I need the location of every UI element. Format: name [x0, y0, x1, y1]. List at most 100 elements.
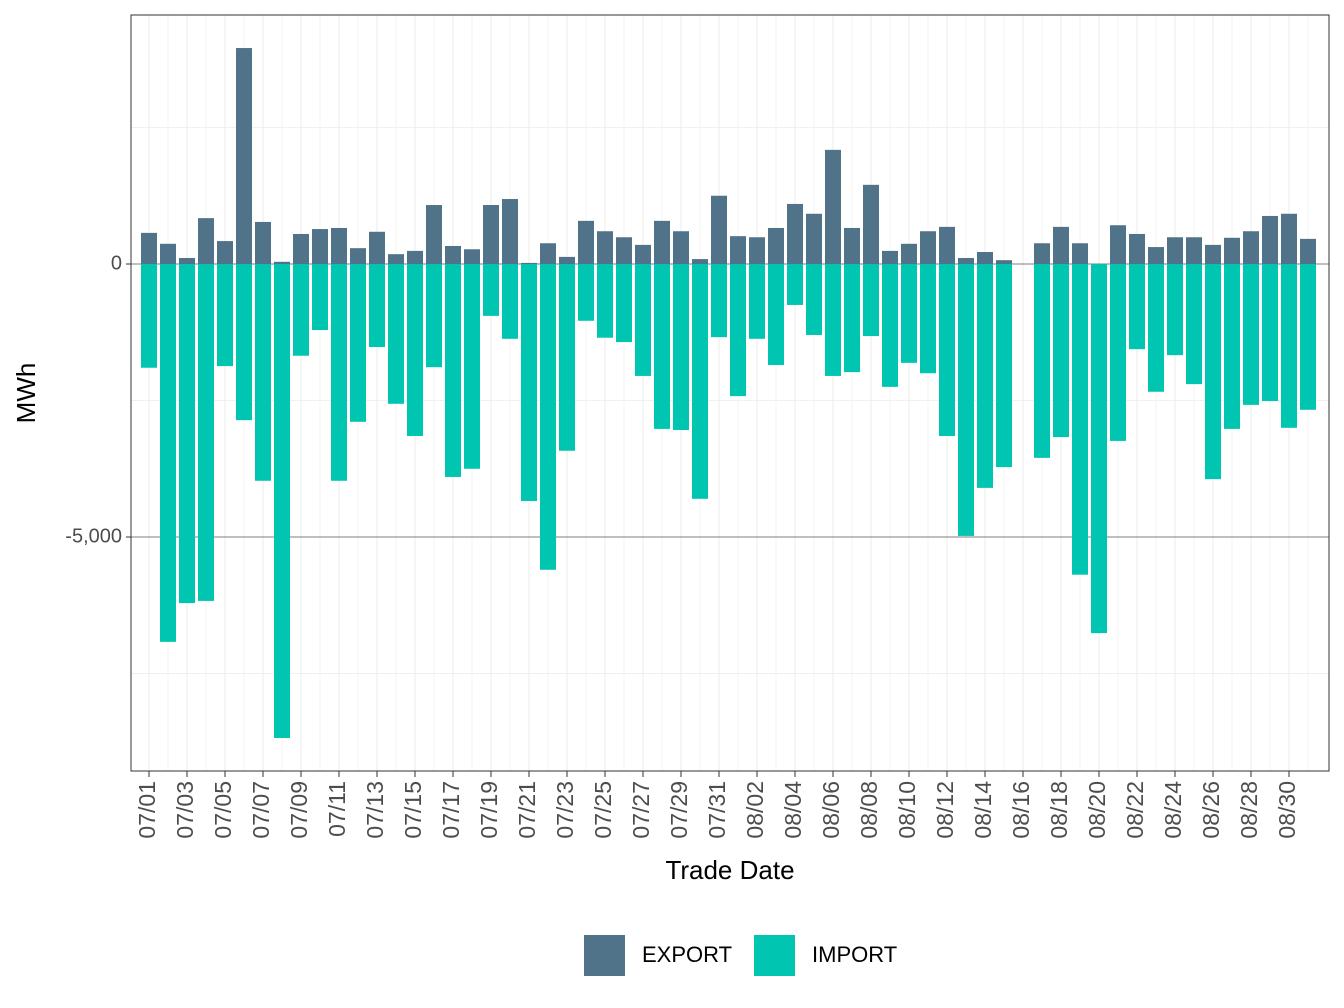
bar — [597, 231, 613, 264]
plot-border — [130, 14, 1330, 772]
bar — [179, 257, 195, 264]
x-tick-label: 07/19 — [476, 781, 502, 839]
x-tick-label: 07/11 — [324, 781, 350, 837]
bar — [1148, 263, 1164, 392]
legend-label: IMPORT — [812, 942, 897, 967]
bar — [1053, 263, 1069, 438]
bar — [312, 229, 328, 264]
x-tick-label: 08/10 — [894, 781, 920, 839]
bar — [578, 263, 594, 321]
x-tick-label: 08/06 — [818, 781, 844, 839]
bar — [1243, 263, 1259, 405]
bar — [198, 218, 214, 264]
bar — [1091, 263, 1107, 634]
bar — [958, 263, 974, 536]
bar — [350, 248, 366, 264]
bar — [502, 199, 518, 264]
bar — [768, 263, 784, 366]
bar — [1243, 231, 1259, 264]
bar — [863, 184, 879, 264]
bar — [1034, 263, 1050, 458]
bar — [331, 227, 347, 264]
bar — [483, 263, 499, 316]
bar — [635, 244, 651, 264]
bar — [863, 263, 879, 337]
bar — [141, 232, 157, 264]
bar — [236, 48, 252, 264]
bar — [1167, 263, 1183, 356]
bar — [882, 263, 898, 387]
x-axis-title: Trade Date — [665, 855, 794, 885]
bar — [901, 263, 917, 363]
x-tick-label: 08/16 — [1008, 781, 1034, 839]
bar — [844, 227, 860, 264]
bar — [1072, 243, 1088, 264]
bar — [692, 263, 708, 499]
bar — [1262, 215, 1278, 264]
y-tick-label: 0 — [111, 252, 122, 274]
x-tick-label: 07/15 — [400, 781, 426, 839]
x-tick-label: 08/08 — [856, 781, 882, 839]
x-tick-label: 08/12 — [932, 781, 958, 839]
bar — [711, 195, 727, 264]
bar — [787, 263, 803, 305]
bar — [312, 263, 328, 331]
x-tick-label: 07/17 — [438, 781, 464, 839]
bar — [331, 263, 347, 481]
bar — [236, 263, 252, 421]
bar — [540, 243, 556, 264]
x-tick-label: 07/23 — [552, 781, 578, 839]
bar — [806, 263, 822, 335]
bar — [616, 237, 632, 264]
bar — [521, 263, 537, 501]
bar — [996, 263, 1012, 468]
bar — [464, 249, 480, 264]
legend-label: EXPORT — [642, 942, 732, 967]
x-tick-label: 08/26 — [1198, 781, 1224, 839]
x-tick-label: 08/04 — [780, 781, 806, 839]
x-tick-label: 07/13 — [362, 781, 388, 839]
bar — [996, 260, 1012, 264]
bar — [502, 263, 518, 339]
bar — [1053, 226, 1069, 264]
bar — [1281, 213, 1297, 264]
x-tick-label: 07/27 — [628, 781, 654, 839]
bar — [160, 243, 176, 264]
bar — [369, 231, 385, 264]
x-tick-label: 08/28 — [1236, 781, 1262, 839]
bar — [426, 205, 442, 264]
bar — [749, 263, 765, 339]
bar — [1129, 233, 1145, 264]
x-tick-label: 07/07 — [248, 781, 274, 839]
bar — [920, 263, 936, 374]
bar — [1224, 237, 1240, 264]
bar — [1224, 263, 1240, 429]
legend-swatch — [754, 935, 795, 976]
bar — [977, 263, 993, 488]
bar — [255, 263, 271, 481]
bar — [483, 205, 499, 264]
bar — [369, 263, 385, 347]
bar — [426, 263, 442, 368]
bar — [160, 263, 176, 642]
bar — [179, 263, 195, 604]
bar — [1148, 247, 1164, 264]
bar — [445, 263, 461, 477]
legend-swatch — [584, 935, 625, 976]
bar — [1072, 263, 1088, 575]
bar — [749, 237, 765, 264]
bar — [350, 263, 366, 422]
bar — [1110, 225, 1126, 264]
bar — [407, 263, 423, 437]
bar — [635, 263, 651, 376]
bar — [825, 263, 841, 376]
bar — [1167, 237, 1183, 264]
bar — [141, 263, 157, 368]
x-tick-label: 07/25 — [590, 781, 616, 839]
bar — [654, 263, 670, 429]
bar — [445, 245, 461, 264]
bar — [730, 263, 746, 397]
x-tick-label: 08/14 — [970, 781, 996, 839]
